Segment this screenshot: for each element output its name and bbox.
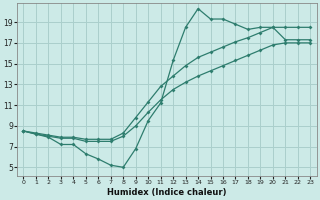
X-axis label: Humidex (Indice chaleur): Humidex (Indice chaleur) bbox=[107, 188, 227, 197]
